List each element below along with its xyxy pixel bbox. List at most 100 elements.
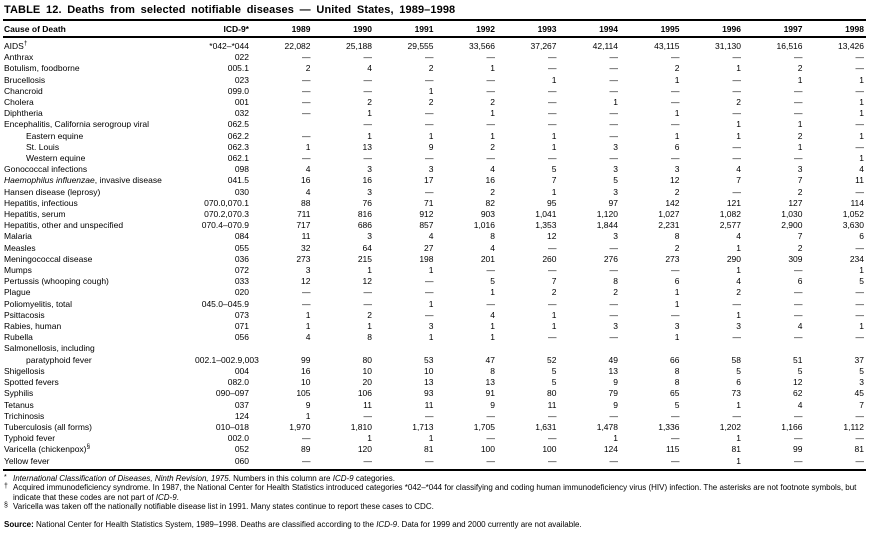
value-cell: — xyxy=(609,63,619,74)
value-cell xyxy=(682,343,744,354)
value-cell: 8 xyxy=(490,365,495,376)
icd-cell: 072 xyxy=(234,265,249,276)
icd-cell: 084 xyxy=(234,231,249,242)
value-cell: 1 xyxy=(859,97,864,108)
value-cell: — xyxy=(302,153,311,164)
value-cell: — xyxy=(486,153,496,164)
value-cell: 13,426 xyxy=(838,41,864,51)
value-cell: 686 xyxy=(357,220,372,231)
value-cell: 1 xyxy=(428,433,434,444)
value-cell: — xyxy=(425,119,434,130)
cause-cell: Hepatitis, infectious xyxy=(4,197,78,208)
icd-cell: 124 xyxy=(234,410,249,421)
table-row: Eastern equine 062.2 — 1 1 1 1 — 1 1 2 1 xyxy=(3,131,866,142)
value-cell: 12 xyxy=(362,276,372,287)
cause-cell: Syphilis xyxy=(4,388,34,399)
table-row: Spotted fevers 082.0 10 20 13 13 5 9 8 6 12 3 xyxy=(3,377,866,388)
value-cell: 5 xyxy=(490,276,495,287)
icd-cell: 052 xyxy=(234,444,249,455)
cause-cell: Brucellosis xyxy=(4,74,46,85)
cause-cell: Plague xyxy=(4,287,31,298)
value-cell: 1 xyxy=(736,63,741,74)
value-cell: 4 xyxy=(367,63,372,74)
value-cell: — xyxy=(302,85,311,96)
value-cell: — xyxy=(609,74,619,85)
value-cell: 105 xyxy=(296,388,311,399)
value-cell: 6 xyxy=(736,377,741,388)
value-cell: 1 xyxy=(490,108,495,119)
value-cell xyxy=(497,343,559,354)
cause-cell: Rabies, human xyxy=(4,321,62,332)
cause-cell: Chancroid xyxy=(4,85,43,96)
table-row: Pertussis (whooping cough) 033 12 12 — 5 7 8 6 4 6… xyxy=(3,276,866,287)
value-cell: — xyxy=(609,410,619,421)
value-cell: 1,970 xyxy=(289,421,311,432)
value-cell: 49 xyxy=(608,354,618,365)
value-cell: 5 xyxy=(859,276,864,287)
value-cell: 7 xyxy=(551,276,557,287)
value-cell: 1,810 xyxy=(350,421,372,432)
table-row: Typhoid fever 002.0 — 1 1 — — 1 — 1 — — xyxy=(3,433,866,444)
value-cell: 2 xyxy=(490,141,495,152)
value-cell: 1 xyxy=(736,130,741,141)
value-cell: 95 xyxy=(547,197,557,208)
value-cell: 3 xyxy=(797,164,803,175)
value-cell: 1 xyxy=(490,332,495,343)
value-cell: 2,900 xyxy=(781,220,803,231)
cause-cell: Hepatitis, serum xyxy=(4,209,66,220)
value-cell: — xyxy=(732,153,742,164)
value-cell: — xyxy=(425,276,434,287)
table-row: Rabies, human 071 1 1 3 1 1 3 3 3 4 1 xyxy=(3,321,866,332)
value-cell: 1 xyxy=(674,74,680,85)
value-cell: 717 xyxy=(296,220,311,231)
footnote-text: Acquired immunodeficiency syndrome. In 1… xyxy=(13,483,857,502)
table-row: Shigellosis 004 16 10 10 8 5 13 8 5 5 5 xyxy=(3,366,866,377)
value-cell: 106 xyxy=(357,388,372,399)
value-cell: 1 xyxy=(736,265,741,276)
value-cell: 5 xyxy=(674,399,680,410)
table-row: Plague 020 — — — 1 2 2 1 2 — — xyxy=(3,287,866,298)
icd-cell: 002.0 xyxy=(227,433,249,444)
value-cell: — xyxy=(671,265,680,276)
value-cell: 5 xyxy=(551,365,557,376)
value-cell: 11 xyxy=(424,399,434,410)
value-cell: 5 xyxy=(551,377,557,388)
value-cell: 4 xyxy=(736,231,741,242)
cause-cell: Measles xyxy=(4,242,36,253)
value-cell: — xyxy=(363,455,373,466)
value-cell: 8 xyxy=(367,332,372,343)
value-cell: — xyxy=(855,242,865,253)
footnotes-block: * International Classification of Disease… xyxy=(3,471,866,512)
value-cell: 58 xyxy=(731,354,741,365)
value-cell: 1 xyxy=(305,309,311,320)
icd-cell: 004 xyxy=(234,365,249,376)
icd-cell: 090–097 xyxy=(215,388,249,399)
cause-cell: Typhoid fever xyxy=(4,433,56,444)
value-cell: 99 xyxy=(301,354,311,365)
value-cell: 64 xyxy=(362,242,372,253)
value-cell: — xyxy=(794,85,803,96)
footnote-text: ICD-9 xyxy=(155,492,177,502)
value-cell: 9 xyxy=(305,399,311,410)
value-cell: 4 xyxy=(490,242,495,253)
value-cell: — xyxy=(302,74,311,85)
value-cell: 1,166 xyxy=(781,421,803,432)
value-cell: 82 xyxy=(485,197,495,208)
value-cell: — xyxy=(548,265,557,276)
cause-cell: Hepatitis, other and unspecified xyxy=(4,220,124,231)
footnote-marker: § xyxy=(4,501,8,509)
value-cell: 7 xyxy=(797,231,803,242)
source-label: Source: xyxy=(4,520,34,530)
cause-cell: Malaria xyxy=(4,231,32,242)
value-cell: — xyxy=(671,433,680,444)
value-cell: 2 xyxy=(797,242,803,253)
value-cell: 12 xyxy=(793,377,803,388)
value-cell: — xyxy=(548,455,557,466)
value-cell: 2 xyxy=(797,186,803,197)
value-cell: 37 xyxy=(854,354,864,365)
value-cell: — xyxy=(609,52,619,63)
table-row: Varicella (chickenpox)§ 052 89 120 81 100 100 1… xyxy=(3,444,866,455)
footnote-text: categories. xyxy=(353,473,395,483)
value-cell: 4 xyxy=(305,164,311,175)
